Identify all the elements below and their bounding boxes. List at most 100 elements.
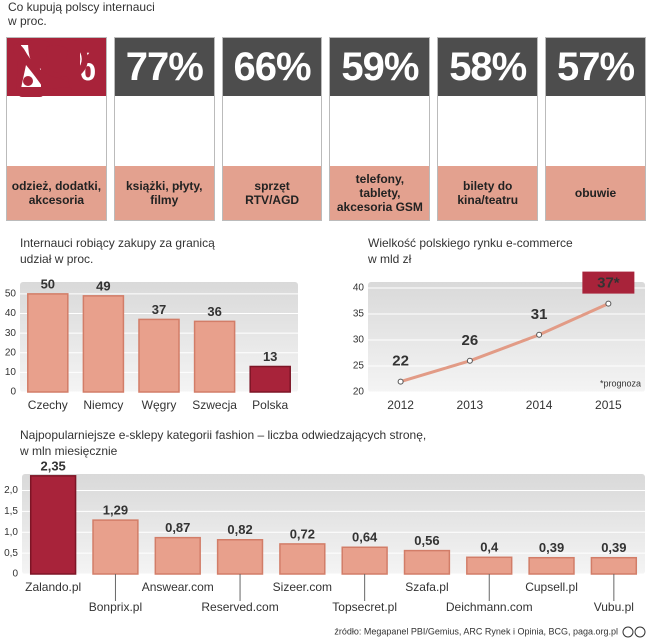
bar xyxy=(341,546,388,575)
point xyxy=(466,357,473,364)
tile-value: 66% xyxy=(222,38,322,96)
tile: 57% obuwie xyxy=(13,37,646,221)
x-tick-label: 2013 xyxy=(457,398,484,412)
bar xyxy=(154,536,201,575)
tiles-subtitle: w proc. xyxy=(8,14,47,28)
value-label: 0,72 xyxy=(290,526,315,541)
bar xyxy=(279,543,326,575)
tile-value: 58% xyxy=(438,38,538,96)
chart-subtitle: w mld zł xyxy=(367,252,412,266)
x-tick-label: Szafa.pl xyxy=(405,580,448,594)
chart-subtitle: udział w proc. xyxy=(20,252,93,266)
value-label: 2,35 xyxy=(40,458,65,473)
value-label: 50 xyxy=(41,276,55,291)
tile-value: 57% xyxy=(546,38,645,96)
bar xyxy=(29,475,77,575)
value-label: 31 xyxy=(531,306,548,323)
chart-subtitle: w mln miesięcznie xyxy=(19,444,118,458)
tile-label: bilety do kina/teatru xyxy=(438,166,538,220)
bar xyxy=(216,538,264,575)
value-label: 0,39 xyxy=(539,540,564,555)
tile-icon xyxy=(12,43,322,166)
value-label: 49 xyxy=(96,278,110,293)
bar xyxy=(528,556,575,575)
chart-title: Wielkość polskiego rynku e-commerce xyxy=(368,236,573,250)
x-tick-label: Deichmann.com xyxy=(446,600,533,614)
x-tick-label: Answear.com xyxy=(142,580,214,594)
y-tick-label: 20 xyxy=(5,347,17,358)
line xyxy=(400,302,609,384)
x-tick-label: 2015 xyxy=(595,398,622,412)
bar xyxy=(82,295,125,393)
tile-icon xyxy=(7,41,106,166)
tile: 77% książki, płyty, filmy xyxy=(12,37,215,221)
y-tick-label: 40 xyxy=(5,308,17,319)
y-tick-label: 40 xyxy=(353,283,365,294)
y-tick-label: 30 xyxy=(5,328,17,339)
value-label: 22 xyxy=(392,353,409,370)
x-tick-label: Cupsell.pl xyxy=(525,580,578,594)
y-tick-label: 50 xyxy=(5,289,17,300)
y-tick-label: 0 xyxy=(10,387,16,398)
value-label: 0,4 xyxy=(480,540,499,555)
x-tick-label: 2014 xyxy=(526,398,553,412)
x-tick-label: Szwecja xyxy=(192,398,237,412)
bar xyxy=(193,320,236,393)
y-tick-label: 30 xyxy=(353,335,365,346)
label-box xyxy=(582,271,635,294)
value-label: 37* xyxy=(597,275,620,292)
y-tick-label: 20 xyxy=(353,387,365,398)
value-label: 1,29 xyxy=(103,503,128,518)
tile: 58% bilety do kina/teatru xyxy=(20,37,539,221)
point xyxy=(536,331,543,338)
x-tick-label: 2012 xyxy=(387,398,414,412)
bar xyxy=(249,365,291,393)
value-label: 0,87 xyxy=(165,520,190,535)
icon xyxy=(13,43,70,93)
source: źródło: Megapanel PBI/Gemius, ARC Rynek … xyxy=(334,626,618,636)
y-tick-label: 35 xyxy=(353,309,365,320)
y-tick-label: 25 xyxy=(353,361,365,372)
tile-label: obuwie xyxy=(546,166,645,220)
y-tick-label: 1,5 xyxy=(4,506,18,517)
x-tick-label: Reserved.com xyxy=(201,600,278,614)
chart-title: Najpopularniejsze e-sklepy kategorii fas… xyxy=(20,428,426,442)
value-label: 26 xyxy=(462,332,479,349)
tile-value: 77% xyxy=(114,38,214,96)
value-label: 0,64 xyxy=(352,530,378,545)
cc-icon xyxy=(622,626,646,638)
x-tick-label: Vubu.pl xyxy=(594,600,634,614)
x-tick-label: Węgry xyxy=(142,398,177,412)
tile: 66% sprzęt RTV/AGD xyxy=(12,37,323,221)
x-tick-label: Topsecret.pl xyxy=(332,600,397,614)
tile-icon xyxy=(18,39,429,166)
chart-title: Internauci robiący zakupy za granicą xyxy=(20,236,215,250)
tile: 59% telefony, tablety, akcesoria GSM xyxy=(18,37,431,221)
tiles: 80%odzież, dodatki, akcesoria77%książki,… xyxy=(6,37,646,221)
x-tick-label: Czechy xyxy=(28,398,68,412)
y-tick-label: 0,5 xyxy=(4,548,18,559)
value-label: 0,39 xyxy=(601,540,626,555)
tile-icon xyxy=(20,39,537,166)
x-tick-label: Sizeer.com xyxy=(273,580,332,594)
point xyxy=(397,378,404,385)
value-label: 0,56 xyxy=(414,533,439,548)
bar xyxy=(138,318,180,393)
y-tick-label: 10 xyxy=(5,367,17,378)
x-tick-label: Bonprix.pl xyxy=(89,600,142,614)
value-label: 0,82 xyxy=(227,522,252,537)
x-tick-label: Niemcy xyxy=(83,398,123,412)
value-label: 13 xyxy=(263,349,277,364)
tile-label: sprzęt RTV/AGD xyxy=(222,166,322,220)
value-label: 37 xyxy=(152,302,166,317)
tile-label: odzież, dodatki, akcesoria xyxy=(7,166,106,220)
tiles-title: Co kupują polscy internauci xyxy=(8,0,155,14)
value-label: 36 xyxy=(207,304,221,319)
plot-background xyxy=(368,282,645,392)
bar xyxy=(466,556,513,575)
x-tick-label: Zalando.pl xyxy=(25,580,81,594)
annotation: *prognoza xyxy=(600,378,641,388)
tile-label: książki, płyty, filmy xyxy=(114,166,214,220)
